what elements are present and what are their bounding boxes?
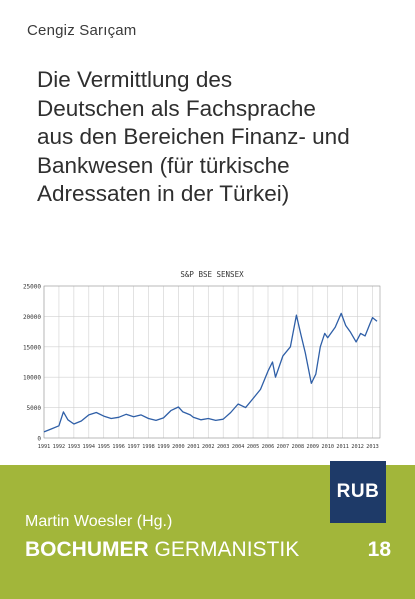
x-tick-label: 1998 (142, 444, 155, 450)
plot-frame (43, 285, 381, 439)
x-tick-label: 2006 (262, 444, 275, 450)
series-number: 18 (367, 538, 391, 561)
x-tick-label: 1997 (127, 444, 140, 450)
x-tick-label: 1996 (112, 444, 125, 450)
y-tick-label: 20000 (23, 314, 41, 321)
chart-title: S&P BSE SENSEX (180, 270, 244, 279)
x-tick-label: 2007 (277, 444, 290, 450)
title-line: Bankwesen (für türkische (37, 152, 290, 178)
series-title: BOCHUMER GERMANISTIK 18 (25, 538, 395, 562)
rub-logo: RUB (330, 461, 386, 523)
x-tick-label: 2012 (351, 444, 364, 450)
book-title: Die Vermittlung des Deutschen als Fachsp… (37, 66, 407, 209)
x-tick-label: 2011 (336, 444, 349, 450)
x-tick-label: 1995 (97, 444, 110, 450)
y-tick-label: 25000 (23, 284, 41, 291)
editor-name: Martin Woesler (Hg.) (25, 513, 173, 530)
x-tick-label: 1993 (68, 444, 81, 450)
sensex-chart: S&P BSE SENSEX 0 5000 10000 15000 20000 25000 1… (0, 266, 415, 458)
x-tick-label: 1999 (157, 444, 170, 450)
y-tick-label: 15000 (23, 344, 41, 351)
x-tick-label: 1992 (53, 444, 66, 450)
y-tick-label: 0 (37, 436, 41, 443)
x-tick-label: 2013 (366, 444, 379, 450)
x-tick-label: 2002 (202, 444, 215, 450)
x-tick-label: 2008 (292, 444, 305, 450)
title-line: Deutschen als Fachsprache (37, 95, 316, 121)
series-name: BOCHUMER (25, 538, 149, 561)
x-tick-label: 2010 (321, 444, 334, 450)
author-name: Cengiz Sarıçam (27, 22, 137, 39)
x-tick-label: 2000 (172, 444, 185, 450)
title-line: aus den Bereichen Finanz- und (37, 124, 350, 149)
x-tick-label: 2003 (217, 444, 230, 450)
x-tick-label: 2004 (232, 444, 245, 450)
y-tick-label: 5000 (27, 405, 42, 412)
sensex-series-line (43, 312, 378, 433)
sensex-chart-svg: S&P BSE SENSEX 0 5000 10000 15000 20000 25000 1… (23, 270, 381, 450)
y-tick-label: 10000 (23, 375, 41, 382)
x-tick-label: 2001 (187, 444, 200, 450)
series-subtitle: GERMANISTIK (154, 538, 300, 561)
title-line: Die Vermittlung des (37, 67, 233, 92)
title-line: Adressaten in der Türkei) (37, 181, 290, 206)
x-tick-label: 1994 (83, 444, 96, 450)
x-tick-label: 1991 (38, 444, 51, 450)
x-tick-label: 2005 (247, 444, 260, 450)
x-tick-label: 2009 (307, 444, 320, 450)
